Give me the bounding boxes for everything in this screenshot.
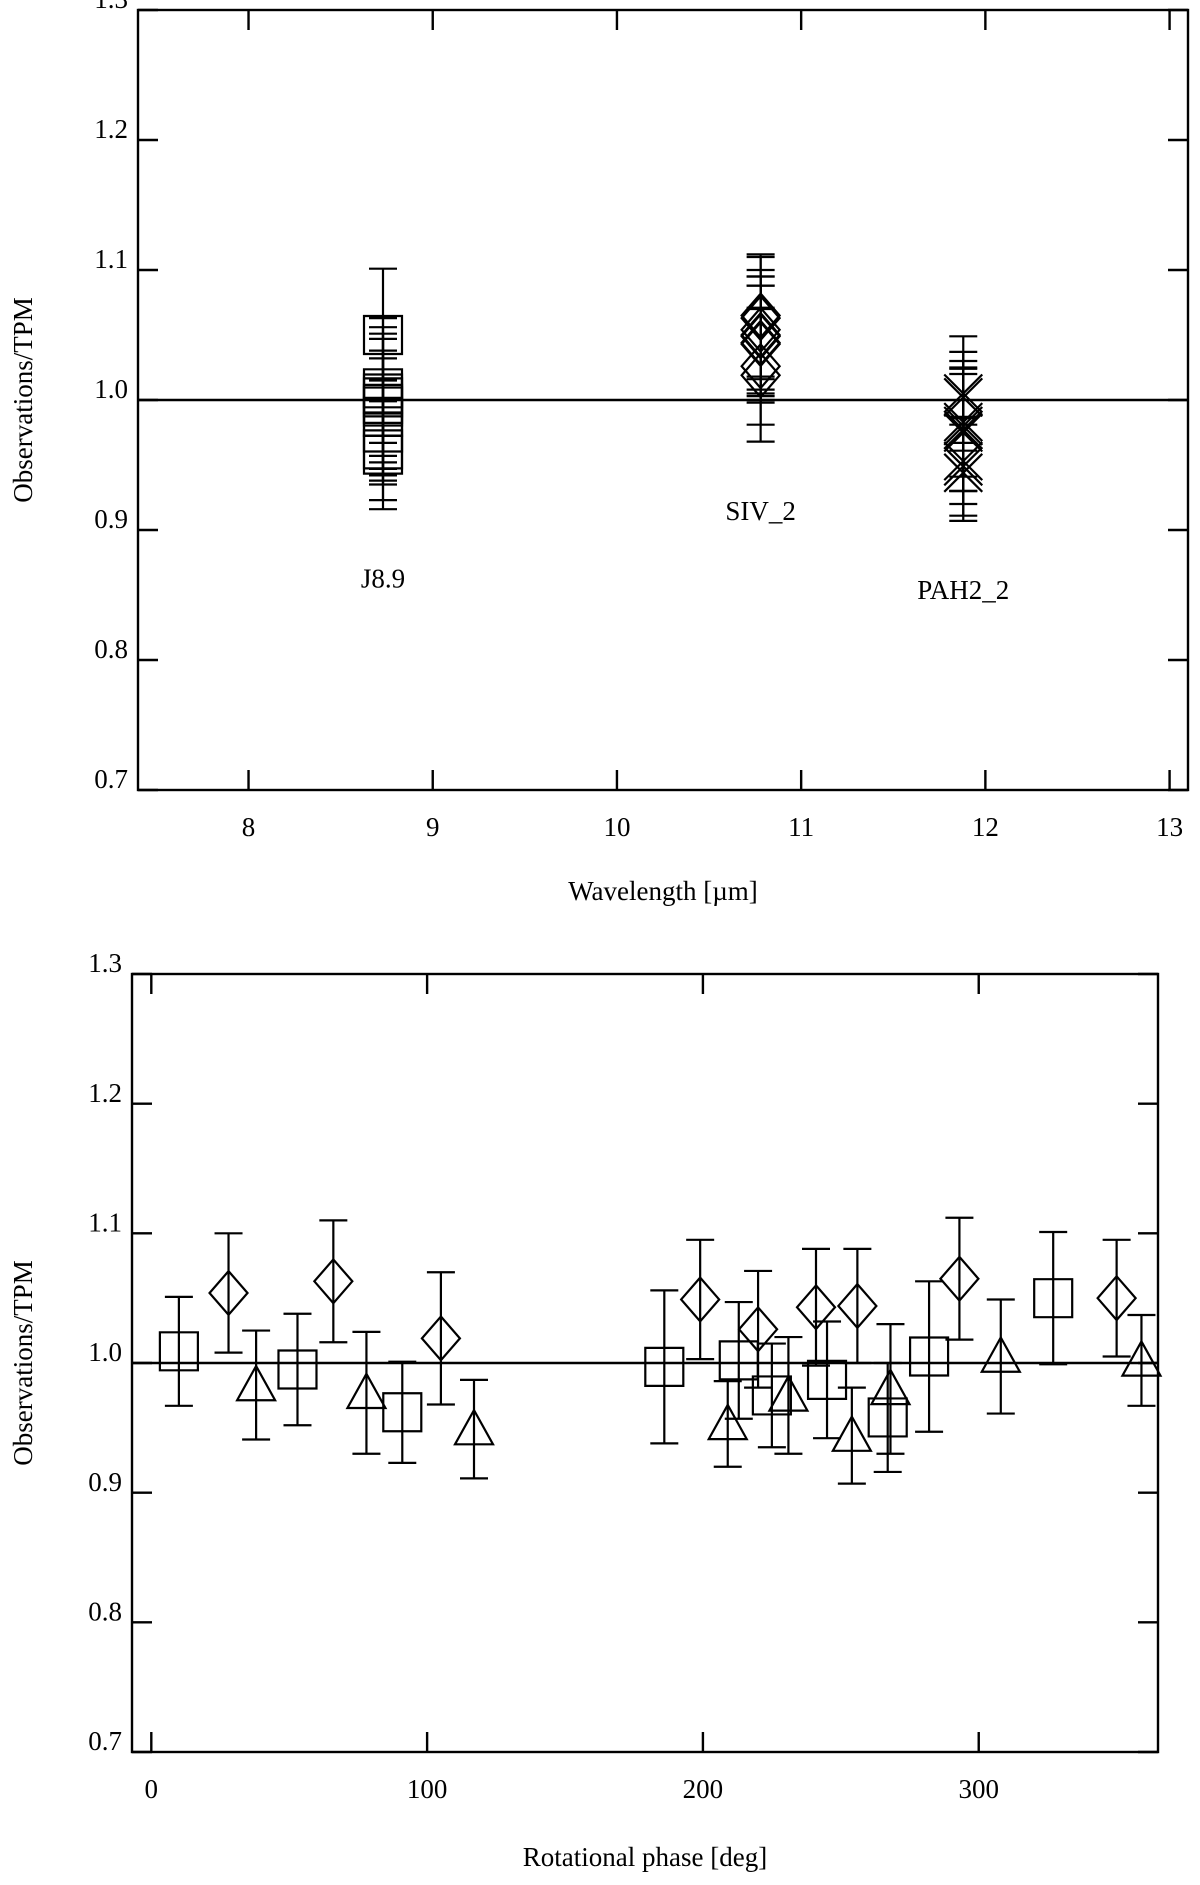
series-label: PAH2_2 <box>917 575 1009 605</box>
marker <box>938 1255 980 1303</box>
x-tick-label: 12 <box>972 812 999 842</box>
y-tick-label: 0.7 <box>88 1726 122 1756</box>
error-bar <box>650 1289 679 1445</box>
y-tick-label: 1.3 <box>94 0 128 14</box>
marker <box>679 1275 721 1323</box>
error-bar <box>369 267 397 403</box>
marker <box>277 1349 318 1390</box>
error-bar <box>319 1219 348 1344</box>
error-bar <box>843 1247 872 1365</box>
error-bar <box>744 1269 773 1389</box>
y-tick-label: 0.9 <box>94 504 128 534</box>
y-tick-label: 0.8 <box>94 634 128 664</box>
x-tick-label: 11 <box>788 812 814 842</box>
marker <box>795 1283 837 1331</box>
x-tick-label: 8 <box>242 812 256 842</box>
error-bar <box>1102 1238 1131 1358</box>
x-tick-label: 0 <box>145 1774 159 1804</box>
marker <box>345 1371 388 1410</box>
marker <box>869 1367 912 1406</box>
y-tick-label: 1.3 <box>88 948 122 978</box>
error-bar <box>915 1280 944 1433</box>
error-bar <box>460 1378 488 1480</box>
x-tick-label: 300 <box>958 1774 999 1804</box>
marker <box>644 1346 685 1387</box>
marker <box>453 1407 495 1446</box>
marker <box>158 1331 199 1372</box>
y-axis-label: Observations/TPM <box>8 1260 38 1466</box>
marker <box>767 1374 810 1412</box>
marker <box>362 314 404 356</box>
error-bar <box>1127 1313 1156 1407</box>
error-bar <box>873 1361 902 1474</box>
error-bar <box>876 1323 905 1455</box>
error-bar <box>164 1295 193 1407</box>
marker <box>362 373 404 414</box>
marker <box>312 1257 354 1305</box>
error-bar <box>813 1320 842 1440</box>
marker <box>806 1359 848 1400</box>
error-bar <box>837 1386 866 1485</box>
marker <box>943 377 984 418</box>
error-bar <box>724 1300 753 1420</box>
x-tick-label: 100 <box>407 1774 448 1804</box>
marker <box>908 1336 950 1377</box>
x-tick-label: 10 <box>603 812 630 842</box>
error-bar <box>945 1216 974 1341</box>
error-bar <box>746 275 775 395</box>
y-axis-label: Observations/TPM <box>8 297 38 503</box>
x-axis-label: Wavelength [µm] <box>568 876 758 906</box>
y-tick-label: 1.0 <box>88 1337 122 1367</box>
marker <box>382 1392 423 1433</box>
y-tick-label: 1.2 <box>88 1078 122 1108</box>
marker <box>1120 1339 1163 1377</box>
marker <box>235 1363 277 1402</box>
error-bar <box>388 1360 417 1464</box>
marker <box>1096 1274 1138 1322</box>
series-label: J8.9 <box>361 563 405 593</box>
error-bar <box>986 1298 1015 1415</box>
marker <box>208 1269 249 1317</box>
y-tick-label: 0.7 <box>94 764 128 794</box>
marker <box>737 1305 779 1353</box>
error-bar <box>757 1342 786 1449</box>
marker <box>751 1375 792 1416</box>
y-tick-label: 0.9 <box>88 1467 122 1497</box>
error-bar <box>802 1247 830 1367</box>
y-tick-label: 0.8 <box>88 1597 122 1627</box>
error-bar <box>242 1329 271 1441</box>
x-tick-label: 200 <box>683 1774 724 1804</box>
error-bar <box>774 1335 803 1455</box>
error-bar <box>686 1238 715 1361</box>
y-tick-label: 1.1 <box>94 244 128 274</box>
marker <box>740 311 782 359</box>
y-tick-label: 1.2 <box>94 114 128 144</box>
error-bar <box>352 1330 381 1455</box>
series-label: SIV_2 <box>725 496 796 526</box>
error-bar <box>214 1232 243 1354</box>
marker <box>836 1282 878 1330</box>
error-bar <box>713 1380 742 1468</box>
marker <box>1033 1278 1074 1319</box>
marker <box>706 1402 749 1441</box>
error-bar <box>1039 1230 1068 1366</box>
y-tick-label: 1.0 <box>94 374 128 404</box>
x-tick-label: 13 <box>1156 812 1183 842</box>
y-tick-label: 1.1 <box>88 1208 122 1238</box>
marker <box>362 434 404 475</box>
x-axis-label: Rotational phase [deg] <box>523 1842 767 1872</box>
marker <box>867 1397 908 1438</box>
error-bar <box>426 1271 455 1406</box>
error-bar <box>283 1312 312 1427</box>
x-tick-label: 9 <box>426 812 440 842</box>
marker <box>830 1414 873 1452</box>
marker <box>979 1335 1022 1373</box>
marker <box>420 1314 462 1362</box>
